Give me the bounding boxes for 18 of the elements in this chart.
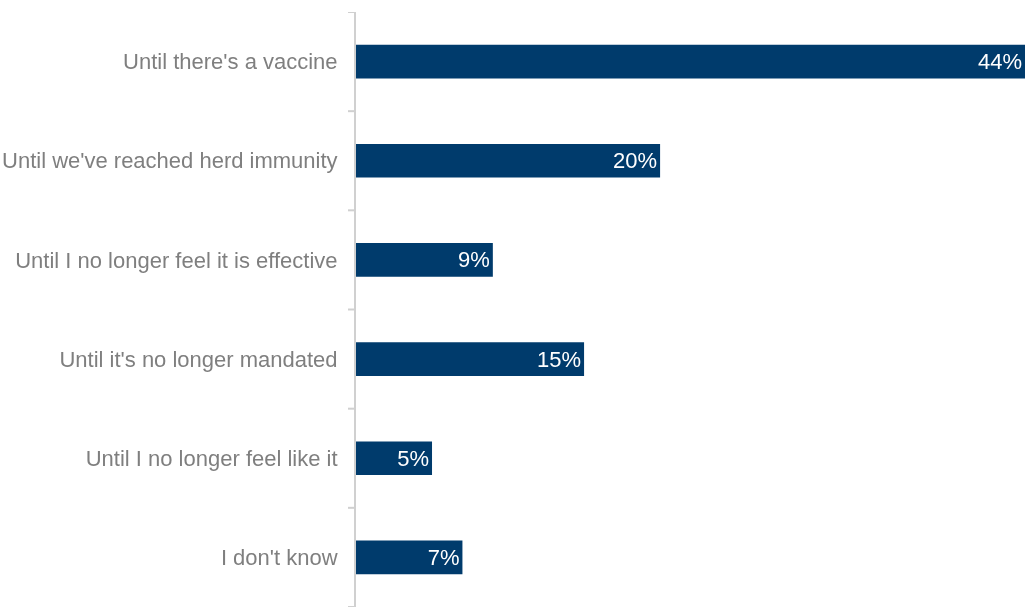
bar bbox=[356, 243, 493, 277]
y-tick-label: Until we've reached herd immunity bbox=[2, 148, 338, 174]
data-label: 44% bbox=[977, 49, 1022, 75]
data-label: 5% bbox=[397, 445, 430, 471]
bar bbox=[356, 540, 463, 575]
data-label: 9% bbox=[458, 247, 490, 273]
y-tick-label: Until I no longer feel it is effective bbox=[15, 247, 338, 273]
bar bbox=[356, 342, 585, 376]
y-tick-label: Until it's no longer mandated bbox=[59, 346, 338, 372]
bar bbox=[356, 44, 1025, 79]
data-label: 15% bbox=[537, 346, 582, 372]
y-tick-label: Until I no longer feel like it bbox=[85, 445, 338, 471]
bar bbox=[356, 441, 433, 476]
y-tick-label: I don't know bbox=[220, 545, 338, 571]
data-label: 20% bbox=[613, 148, 658, 174]
y-tick-label: Until there's a vaccine bbox=[123, 49, 338, 75]
data-label: 7% bbox=[427, 544, 460, 570]
bar bbox=[356, 143, 661, 178]
